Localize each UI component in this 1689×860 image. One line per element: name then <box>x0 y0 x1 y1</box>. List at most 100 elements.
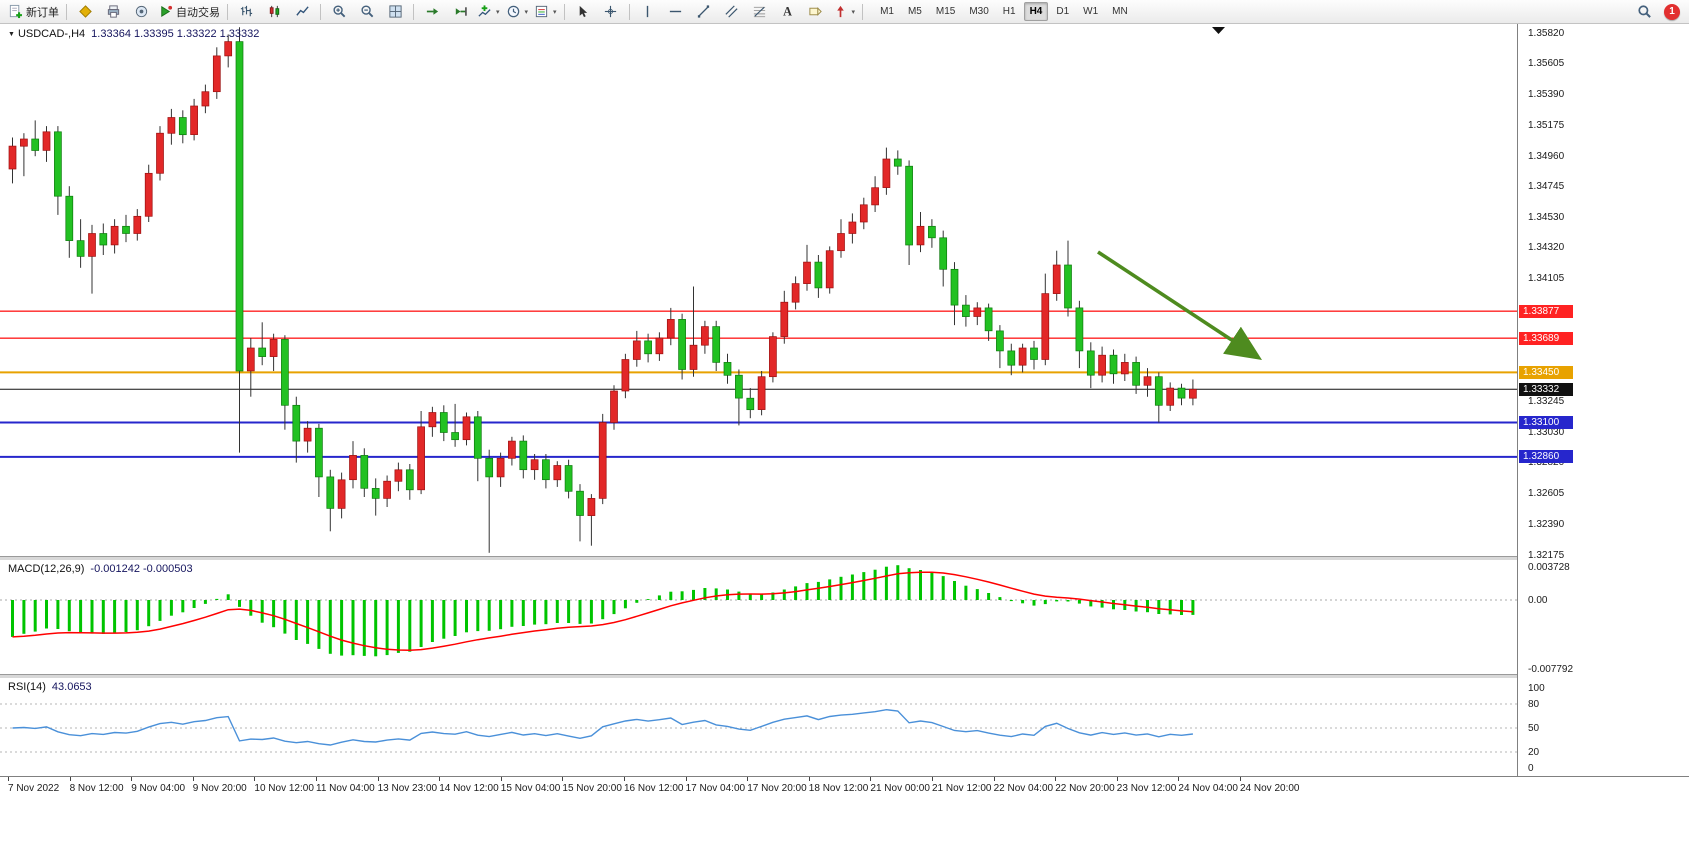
trend-arrow-annotation <box>1097 250 1263 360</box>
toolbar-separator <box>413 3 414 20</box>
timeframe-button-h1[interactable]: H1 <box>1002 6 1016 17</box>
crosshair-button[interactable] <box>597 2 625 22</box>
time-axis-label: 14 Nov 12:00 <box>439 783 499 794</box>
macd-name: MACD(12,26,9) <box>8 563 85 575</box>
line-chart-button[interactable] <box>288 2 316 22</box>
time-tick <box>624 777 625 781</box>
timeframe-button-h4[interactable]: H4 <box>1023 2 1049 21</box>
periods-button[interactable]: ▾ <box>503 2 532 22</box>
price-tick-label: 1.34960 <box>1528 150 1565 162</box>
price-tick-label: 1.33245 <box>1528 396 1565 408</box>
chart-position-marker-icon <box>1212 27 1225 34</box>
autotrade-icon <box>161 5 173 18</box>
rsi-scale-label: 100 <box>1528 682 1545 694</box>
time-axis-label: 24 Nov 20:00 <box>1240 783 1300 794</box>
candlestick-chart-icon <box>269 5 279 18</box>
rsi-scale-label: 80 <box>1528 698 1540 710</box>
text-tool-icon: A <box>783 5 792 19</box>
fibonacci-tool-button[interactable] <box>746 2 774 22</box>
chart-shift-icon <box>426 8 438 15</box>
panel-splitter[interactable] <box>0 556 1689 560</box>
label-tool-button[interactable] <box>802 2 830 22</box>
autotrade-button[interactable]: 自动交易 <box>155 2 223 22</box>
new-order-icon <box>9 4 22 19</box>
time-tick <box>8 777 9 781</box>
price-level-tag: 1.33450 <box>1519 365 1573 379</box>
cursor-button[interactable] <box>569 2 597 22</box>
auto-scroll-icon <box>455 7 467 16</box>
time-axis-label: 11 Nov 04:00 <box>316 783 375 794</box>
price-tick-label: 1.35390 <box>1528 89 1565 101</box>
time-tick <box>1240 777 1241 781</box>
tile-windows-button[interactable] <box>381 2 409 22</box>
notification-badge[interactable]: 1 <box>1664 3 1680 20</box>
time-axis-label: 23 Nov 12:00 <box>1116 783 1177 794</box>
data-window-button[interactable] <box>127 2 155 22</box>
vertical-line-tool-button[interactable] <box>634 2 662 22</box>
timeframe-button-m1[interactable]: M1 <box>880 6 894 17</box>
profiles-button[interactable] <box>71 2 99 22</box>
text-tool-button[interactable]: A <box>774 2 802 22</box>
time-axis[interactable]: 7 Nov 2022 8 Nov 12:00 9 Nov 04:00 9 Nov 20… <box>0 776 1689 860</box>
price-tick-label: 1.32605 <box>1528 487 1565 499</box>
print-button[interactable] <box>99 2 127 22</box>
rsi-indicator-panel[interactable] <box>0 678 1517 776</box>
timeframe-button-d1[interactable]: D1 <box>1056 6 1070 17</box>
panel-splitter[interactable] <box>0 674 1689 678</box>
rsi-scale-label: 20 <box>1528 746 1540 758</box>
main-price-chart[interactable] <box>0 24 1517 556</box>
candlestick-chart-button[interactable] <box>260 2 288 22</box>
time-tick <box>932 777 933 781</box>
time-axis-label: 9 Nov 04:00 <box>131 783 186 794</box>
time-axis-label: 9 Nov 20:00 <box>192 783 247 794</box>
new-order-button[interactable]: 新订单 <box>5 2 62 22</box>
trendline-tool-button[interactable] <box>690 2 718 22</box>
macd-values: -0.001242 -0.000503 <box>90 563 193 575</box>
dropdown-caret-icon: ▾ <box>496 8 500 16</box>
toolbar-separator <box>563 3 565 20</box>
price-tick-label: 1.35605 <box>1528 58 1565 70</box>
timeframe-group: M1 M5 M15 M30 H1 H4 D1 W1 MN <box>873 2 1135 21</box>
time-axis-label: 24 Nov 04:00 <box>1178 783 1238 794</box>
line-chart-icon <box>295 6 309 16</box>
timeframe-button-m5[interactable]: M5 <box>907 6 922 17</box>
templates-button[interactable]: ▾ <box>531 2 560 22</box>
time-tick <box>1055 777 1057 781</box>
rsi-name: RSI(14) <box>8 681 46 693</box>
price-tick-label: 1.32390 <box>1528 518 1565 530</box>
arrows-tool-button[interactable]: ▾ <box>830 2 859 22</box>
timeframe-button-mn[interactable]: MN <box>1112 6 1128 17</box>
time-axis-label: 17 Nov 20:00 <box>747 783 807 794</box>
time-tick <box>69 777 71 781</box>
timeframe-button-m30[interactable]: M30 <box>969 6 989 17</box>
time-axis-label: 21 Nov 00:00 <box>870 783 930 794</box>
channel-icon <box>725 5 738 18</box>
channel-tool-button[interactable] <box>718 2 746 22</box>
bar-chart-button[interactable] <box>232 2 260 22</box>
chart-title: ▼ USDCAD-,H4 1.33364 1.33395 1.33322 1.333… <box>8 28 259 40</box>
timeframe-button-w1[interactable]: W1 <box>1083 6 1099 17</box>
chart-symbol-period: USDCAD-,H4 <box>17 28 86 40</box>
zoom-out-icon <box>360 5 373 18</box>
dropdown-caret-icon: ▾ <box>851 8 856 16</box>
auto-scroll-button[interactable] <box>446 2 474 22</box>
zoom-in-button[interactable] <box>325 2 353 22</box>
time-tick <box>1178 777 1180 781</box>
price-scale[interactable]: 1.35820 1.35605 1.35390 1.35175 1.34960 1.347… <box>1517 24 1689 776</box>
time-tick <box>562 777 564 781</box>
indicators-button[interactable]: ▾ <box>474 2 503 22</box>
toolbar-separator <box>862 3 864 20</box>
search-button[interactable] <box>1630 2 1658 22</box>
horizontal-line-tool-button[interactable] <box>662 2 690 22</box>
toolbar-right-group: 1 <box>1630 2 1684 22</box>
time-axis-label: 15 Nov 04:00 <box>500 783 561 794</box>
macd-indicator-panel[interactable] <box>0 560 1517 674</box>
time-tick <box>439 777 441 781</box>
tile-windows-icon <box>388 5 402 18</box>
timeframe-button-m15[interactable]: M15 <box>935 6 956 17</box>
price-tick-label: 1.35175 <box>1528 119 1565 131</box>
chart-shift-button[interactable] <box>418 2 446 22</box>
zoom-out-button[interactable] <box>353 2 381 22</box>
price-tick-label: 1.33030 <box>1528 427 1565 438</box>
